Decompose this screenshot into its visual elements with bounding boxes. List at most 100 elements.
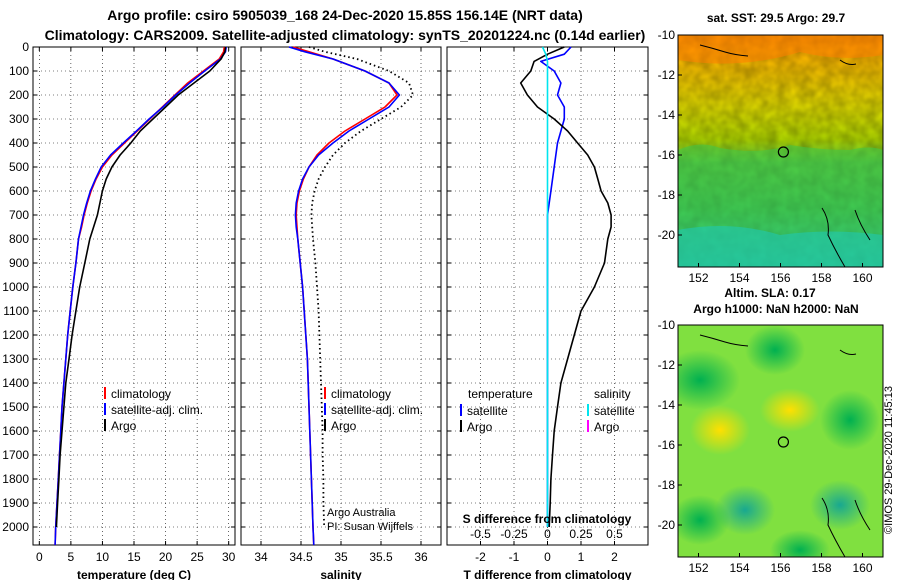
x-tick-label: 20: [159, 550, 173, 564]
sla-map-image: [678, 325, 883, 557]
legend-title-temperature: temperature: [468, 387, 533, 401]
series-line-climatology: [54, 46, 226, 546]
depth-tick-label: 600: [9, 184, 29, 198]
x-tick-label: 34.5: [289, 550, 313, 564]
sst-map-image: [678, 35, 883, 267]
sla-map-subtitle: Argo h1000: NaN h2000: NaN: [693, 302, 858, 316]
map-x-tick-label: 154: [729, 561, 749, 575]
x-tick-label: 0: [544, 550, 551, 564]
header-line-1: Argo profile: csiro 5905039_168 24-Dec-2…: [107, 7, 582, 23]
credit-line-1: Argo Australia: [327, 507, 396, 519]
legend-label: climatology: [111, 387, 171, 401]
x-tick-label: 30: [222, 550, 236, 564]
map-y-tick-label: -20: [658, 518, 676, 532]
sst-map-axes: 152 154 156 158 160 -10 -12 -14 -16 -18 -20: [658, 28, 873, 285]
series-line-argo: [308, 46, 414, 528]
map-y-tick-label: -10: [658, 318, 676, 332]
series-line-satellite-adj-clim-: [54, 46, 227, 546]
series-line-t-satellite: [539, 46, 572, 527]
depth-tick-label: 2000: [2, 520, 29, 534]
map-y-tick-label: -14: [658, 398, 676, 412]
salinity-diff-tick-label: 0.5: [606, 527, 623, 541]
map-x-tick-label: 160: [852, 561, 872, 575]
depth-tick-label: 0: [22, 40, 29, 54]
depth-tick-label: 300: [9, 112, 29, 126]
legend-label: Argo: [111, 419, 137, 433]
legend-label: satellite-adj. clim.: [111, 403, 203, 417]
depth-tick-label: 100: [9, 64, 29, 78]
depth-tick-label: 1400: [2, 376, 29, 390]
map-x-tick-label: 160: [852, 271, 872, 285]
difference-panel: -2 -1 0 1 2 T difference from climatology temp…: [446, 46, 649, 580]
x-axis-label: salinity: [320, 568, 362, 580]
salinity-diff-tick-label: 0.25: [569, 527, 593, 541]
legend-label: satellite: [467, 404, 508, 418]
depth-tick-label: 1300: [2, 352, 29, 366]
map-x-tick-label: 152: [688, 271, 708, 285]
series-line-s-satellite: [541, 46, 549, 527]
series-line-t-argo: [519, 46, 612, 528]
legend-label: satellite: [594, 404, 635, 418]
x-tick-label: 10: [96, 550, 110, 564]
depth-tick-label: 1700: [2, 448, 29, 462]
series-line-satellite-adj-clim-: [288, 46, 401, 546]
map-y-tick-label: -20: [658, 228, 676, 242]
legend-label: climatology: [331, 387, 391, 401]
salinity-diff-axis-title: S difference from climatology: [463, 512, 632, 526]
temperature-panel: 0 100 200 300 400 500 600 700 800 900 1000 1100 1200…: [2, 40, 235, 580]
sla-map-axes: 152 154 156 158 160 -10 -12 -14 -16 -18 -20: [658, 318, 873, 575]
x-tick-label: 25: [190, 550, 204, 564]
x-tick-label: 1: [578, 550, 585, 564]
x-tick-label: -2: [475, 550, 486, 564]
map-y-tick-label: -16: [658, 438, 676, 452]
depth-tick-label: 900: [9, 256, 29, 270]
sst-map-title: sat. SST: 29.5 Argo: 29.7: [707, 11, 846, 25]
legend-title-salinity: salinity: [594, 387, 631, 401]
depth-tick-label: 500: [9, 160, 29, 174]
series-line-climatology: [292, 46, 398, 546]
depth-tick-label: 700: [9, 208, 29, 222]
axes-frame: [240, 46, 442, 546]
depth-tick-label: 200: [9, 88, 29, 102]
x-axis-label: T difference from climatology: [463, 568, 631, 580]
map-x-tick-label: 152: [688, 561, 708, 575]
map-y-tick-label: -12: [658, 68, 676, 82]
map-x-tick-label: 156: [770, 561, 790, 575]
map-y-tick-label: -12: [658, 358, 676, 372]
sst-map-float-marker: [777, 146, 790, 158]
map-y-tick-label: -18: [658, 478, 676, 492]
salinity-diff-tick-label: 0: [544, 527, 551, 541]
depth-tick-label: 800: [9, 232, 29, 246]
depth-tick-label: 1600: [2, 424, 29, 438]
depth-tick-label: 1200: [2, 328, 29, 342]
x-tick-label: -1: [509, 550, 520, 564]
salinity-diff-tick-label: -0.25: [500, 527, 528, 541]
depth-tick-label: 400: [9, 136, 29, 150]
axes-frame: [446, 46, 649, 546]
depth-tick-label: 1000: [2, 280, 29, 294]
legend-label: satellite-adj. clim.: [331, 403, 423, 417]
axes-frame: [32, 46, 236, 546]
depth-tick-label: 1500: [2, 400, 29, 414]
x-tick-label: 35.5: [369, 550, 393, 564]
salinity-diff-tick-label: -0.5: [470, 527, 491, 541]
sla-map-float-marker: [777, 436, 790, 448]
x-tick-label: 2: [611, 550, 618, 564]
series-line-argo: [55, 46, 227, 528]
depth-tick-label: 1100: [3, 304, 29, 318]
x-tick-label: 34: [254, 550, 268, 564]
map-x-tick-label: 158: [811, 561, 831, 575]
credit-line-2: PI: Susan Wijffels: [327, 521, 413, 533]
map-x-tick-label: 158: [811, 271, 831, 285]
x-tick-label: 15: [127, 550, 141, 564]
timestamp: ©IMOS 29-Dec-2020 11:45:13: [883, 386, 895, 534]
legend-label: Argo: [467, 420, 493, 434]
x-tick-label: 36: [414, 550, 428, 564]
depth-tick-label: 1800: [2, 472, 29, 486]
map-y-tick-label: -16: [658, 148, 676, 162]
x-tick-label: 5: [68, 550, 75, 564]
salinity-panel: 34 34.5 35 35.5 36 salinity climatology satelli…: [240, 46, 442, 580]
legend-label: Argo: [331, 419, 357, 433]
sla-map-title: Altim. SLA: 0.17: [724, 286, 816, 300]
x-axis-label: temperature (deg C): [77, 568, 191, 580]
